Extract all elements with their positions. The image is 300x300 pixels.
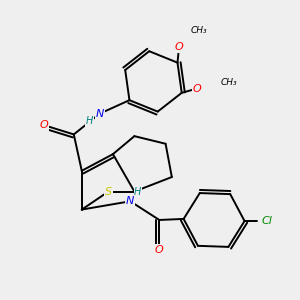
Text: O: O <box>39 120 48 130</box>
Text: H: H <box>134 187 142 196</box>
Text: CH₃: CH₃ <box>221 78 237 87</box>
Text: Cl: Cl <box>262 216 272 226</box>
Text: O: O <box>192 84 201 94</box>
Text: S: S <box>105 187 112 196</box>
Text: CH₃: CH₃ <box>190 26 207 35</box>
Text: O: O <box>155 245 164 255</box>
Text: O: O <box>175 42 183 52</box>
Text: H: H <box>86 116 93 126</box>
Text: N: N <box>96 109 104 118</box>
Text: N: N <box>126 196 134 206</box>
